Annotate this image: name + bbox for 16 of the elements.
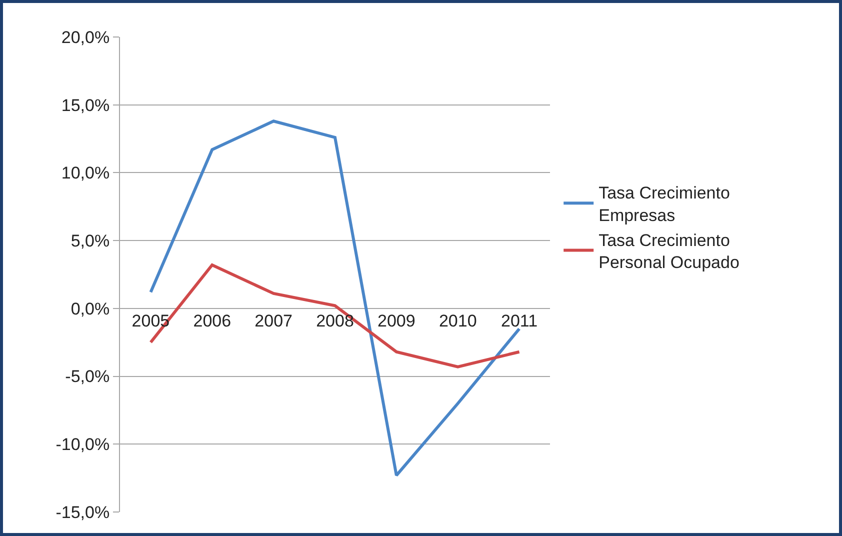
x-tick-label: 2010 (438, 311, 477, 330)
y-tick-label: 10,0% (61, 164, 110, 183)
x-tick-label: 2009 (378, 311, 416, 330)
y-tick-label: -15,0% (56, 502, 110, 522)
y-tick-label: 5,0% (70, 232, 110, 251)
x-tick-label: 2011 (501, 311, 538, 330)
x-tick-label: 2007 (254, 311, 292, 330)
x-tick-label: 2008 (316, 311, 354, 330)
y-tick-label: 15,0% (61, 96, 110, 115)
y-tick-label: 20,0% (61, 28, 110, 47)
legend-label: Tasa Crecimiento Personal Ocupado (598, 230, 740, 272)
y-tick-label: -5,0% (65, 367, 110, 386)
x-tick-label: 2006 (193, 311, 232, 330)
legend-label: Tasa Crecimiento Empresas (598, 184, 730, 225)
y-tick-label: -10,0% (56, 435, 110, 454)
y-tick-label: 0,0% (70, 299, 110, 318)
